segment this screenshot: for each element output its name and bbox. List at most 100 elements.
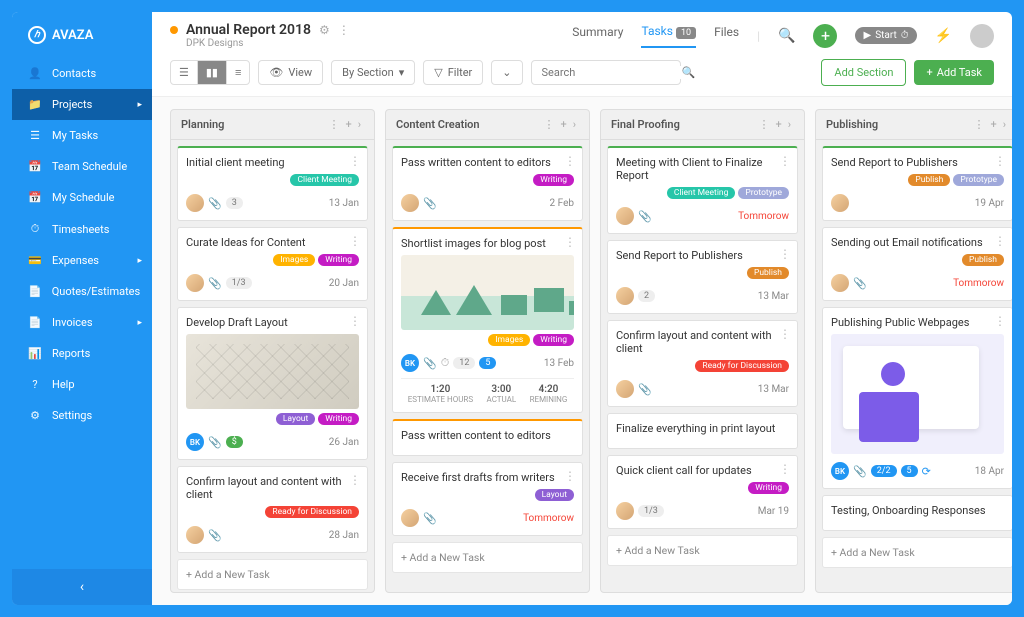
task-card[interactable]: ⋮ Initial client meeting Client Meeting …: [177, 146, 368, 221]
column-collapse-icon[interactable]: ›: [1000, 118, 1009, 131]
nav-item-help[interactable]: ?Help: [12, 369, 152, 400]
card-menu-icon[interactable]: ⋮: [994, 154, 1006, 168]
user-avatar[interactable]: [970, 24, 994, 48]
view-list-button[interactable]: ☰: [171, 61, 198, 84]
search-box[interactable]: 🔍: [531, 60, 681, 85]
nav-item-my-tasks[interactable]: ☰My Tasks: [12, 120, 152, 151]
attachment-icon: 📎: [208, 436, 222, 449]
search-icon[interactable]: 🔍: [778, 28, 795, 44]
task-card[interactable]: ⋮ Sending out Email notifications Publis…: [822, 227, 1012, 301]
count-pill: 2: [638, 290, 655, 302]
task-card[interactable]: ⋮ Shortlist images for blog post Images …: [392, 227, 583, 413]
nav-item-reports[interactable]: 📊Reports: [12, 338, 152, 369]
tab-summary[interactable]: Summary: [572, 25, 623, 47]
nav-item-settings[interactable]: ⚙Settings: [12, 400, 152, 431]
card-menu-icon[interactable]: ⋮: [349, 314, 361, 328]
nav-item-expenses[interactable]: 💳Expenses▸: [12, 245, 152, 276]
nav-item-projects[interactable]: 📁Projects▸: [12, 89, 152, 120]
task-card[interactable]: ⋮ Publishing Public Webpages BK 📎 2/2 5 …: [822, 307, 1012, 489]
card-menu-icon[interactable]: ⋮: [564, 469, 576, 483]
column-menu-icon[interactable]: ⋮: [325, 118, 342, 131]
column-menu-icon[interactable]: ⋮: [970, 118, 987, 131]
column-add-icon[interactable]: +: [772, 118, 784, 131]
view-button[interactable]: 👁 View: [258, 60, 323, 85]
task-card[interactable]: Testing, Onboarding Responses: [822, 495, 1012, 531]
view-compact-button[interactable]: ≡: [227, 61, 249, 84]
column-add-icon[interactable]: +: [342, 118, 354, 131]
column-add-icon[interactable]: +: [987, 118, 999, 131]
task-card[interactable]: ⋮ Develop Draft Layout Layout Writing BK…: [177, 307, 368, 460]
tab-files[interactable]: Files: [714, 25, 739, 47]
column-title: Planning: [181, 118, 325, 131]
task-card[interactable]: ⋮ Confirm layout and content with client…: [607, 320, 798, 407]
column-menu-icon[interactable]: ⋮: [540, 118, 557, 131]
task-card[interactable]: ⋮ Quick client call for updates Writing …: [607, 455, 798, 529]
filter-button[interactable]: ▽ Filter: [423, 60, 483, 85]
nav-item-quotes-estimates[interactable]: 📄Quotes/Estimates: [12, 276, 152, 307]
task-card[interactable]: Finalize everything in print layout: [607, 413, 798, 449]
task-card[interactable]: ⋮ Send Report to Publishers Publish Prot…: [822, 146, 1012, 221]
column-add-icon[interactable]: +: [557, 118, 569, 131]
column-collapse-icon[interactable]: ›: [355, 118, 364, 131]
column-collapse-icon[interactable]: ›: [570, 118, 579, 131]
card-title: Finalize everything in print layout: [616, 422, 789, 435]
add-task-card[interactable]: + Add a New Task: [392, 542, 583, 573]
collapse-all-button[interactable]: ⌄: [491, 60, 522, 85]
task-card[interactable]: ⋮ Meeting with Client to Finalize Report…: [607, 146, 798, 234]
add-section-button[interactable]: Add Section: [821, 59, 906, 86]
nav-icon: 📊: [28, 347, 42, 360]
tag: Images: [488, 334, 530, 346]
card-menu-icon[interactable]: ⋮: [994, 234, 1006, 248]
card-menu-icon[interactable]: ⋮: [779, 247, 791, 261]
task-card[interactable]: ⋮ Pass written content to editors Writin…: [392, 146, 583, 221]
group-by-dropdown[interactable]: By Section ▾: [331, 60, 415, 85]
tag: Writing: [533, 334, 574, 346]
nav-icon: 📅: [28, 160, 42, 173]
header-tabs: Summary Tasks10 Files | 🔍 + ▶ Start ⏱ ⚡: [572, 24, 994, 48]
card-menu-icon[interactable]: ⋮: [779, 462, 791, 476]
search-icon: 🔍: [682, 66, 696, 79]
task-card[interactable]: Pass written content to editors: [392, 419, 583, 456]
nav-item-contacts[interactable]: 👤Contacts: [12, 58, 152, 89]
nav-item-team-schedule[interactable]: 📅Team Schedule: [12, 151, 152, 182]
card-title: Send Report to Publishers: [616, 249, 789, 262]
card-menu-icon[interactable]: ⋮: [349, 154, 361, 168]
search-input[interactable]: [542, 66, 682, 79]
tab-tasks[interactable]: Tasks10: [641, 24, 696, 48]
card-menu-icon[interactable]: ⋮: [564, 235, 576, 249]
brand-logo[interactable]: ℎ AVAZA: [12, 12, 152, 58]
card-menu-icon[interactable]: ⋮: [349, 473, 361, 487]
sidebar-collapse-button[interactable]: ‹: [12, 569, 152, 605]
bolt-icon[interactable]: ⚡: [935, 28, 952, 44]
gear-icon[interactable]: ⚙: [319, 23, 330, 37]
task-card[interactable]: ⋮ Send Report to Publishers Publish 2 13…: [607, 240, 798, 314]
more-icon[interactable]: ⋮: [338, 23, 350, 37]
nav-label: Contacts: [52, 67, 96, 80]
column-collapse-icon[interactable]: ›: [785, 118, 794, 131]
nav-item-invoices[interactable]: 📄Invoices▸: [12, 307, 152, 338]
start-timer-button[interactable]: ▶ Start ⏱: [855, 27, 916, 44]
task-card[interactable]: ⋮ Confirm layout and content with client…: [177, 466, 368, 553]
card-title: Pass written content to editors: [401, 429, 574, 442]
add-task-card[interactable]: + Add a New Task: [822, 537, 1012, 568]
add-task-button[interactable]: + Add Task: [914, 60, 994, 85]
avatar-icon: [401, 509, 419, 527]
column-menu-icon[interactable]: ⋮: [755, 118, 772, 131]
add-task-card[interactable]: + Add a New Task: [177, 559, 368, 590]
attachment-icon: 📎: [638, 210, 652, 223]
task-card[interactable]: ⋮ Curate Ideas for Content Images Writin…: [177, 227, 368, 301]
column-planning: Planning ⋮ + › ⋮ Initial client meeting …: [170, 109, 375, 593]
avatar-icon: [186, 526, 204, 544]
nav-item-timesheets[interactable]: ⏱Timesheets: [12, 213, 152, 245]
add-task-card[interactable]: + Add a New Task: [607, 535, 798, 566]
card-menu-icon[interactable]: ⋮: [349, 234, 361, 248]
card-menu-icon[interactable]: ⋮: [994, 314, 1006, 328]
view-board-button[interactable]: ▮▮: [198, 61, 227, 84]
card-menu-icon[interactable]: ⋮: [779, 154, 791, 168]
global-add-button[interactable]: +: [813, 24, 837, 48]
nav-item-my-schedule[interactable]: 📅My Schedule: [12, 182, 152, 213]
task-card[interactable]: ⋮ Receive first drafts from writers Layo…: [392, 462, 583, 536]
project-title: Annual Report 2018: [186, 22, 311, 38]
card-menu-icon[interactable]: ⋮: [564, 154, 576, 168]
card-menu-icon[interactable]: ⋮: [779, 327, 791, 341]
